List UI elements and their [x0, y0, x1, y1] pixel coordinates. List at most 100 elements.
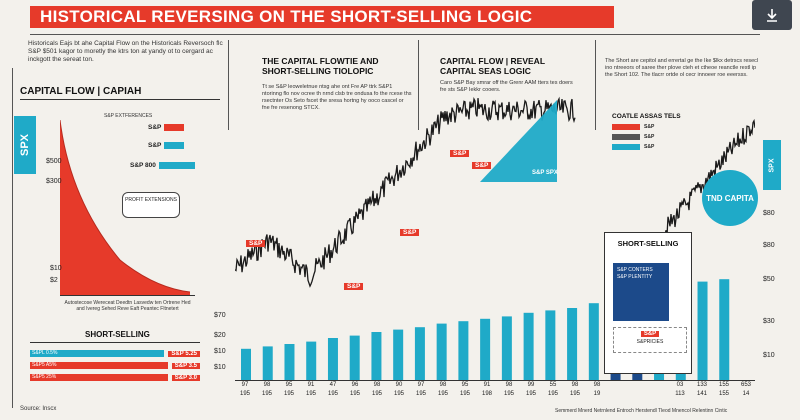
- x-tick-label: 195: [261, 391, 272, 397]
- center-title: CAPITAL FLOW | REVEAL CAPITAL SEAS LOGIC: [440, 56, 545, 76]
- volume-bar: [567, 308, 578, 380]
- x-tick-label: 98: [505, 382, 513, 388]
- short-bar-row: S&P5 A5% S&P 3.5: [30, 362, 200, 369]
- chart-y-label: $20: [214, 332, 226, 339]
- x-tick-label: 195: [371, 391, 382, 397]
- right-y-label: $80: [763, 210, 775, 217]
- spx-badge-right: SPX: [763, 140, 781, 190]
- volume-bar: [284, 344, 295, 380]
- chart-y-label: $10: [214, 364, 226, 371]
- legend-note: S&P EXTFERENCES: [104, 113, 153, 119]
- x-tick-label: 195: [459, 391, 470, 397]
- x-tick-label: 155: [718, 391, 729, 397]
- trend-badge: TND CAPITA: [702, 170, 758, 226]
- left-footnote: Autostecose Wereceat Deedtn Lasvedw ten …: [64, 300, 191, 312]
- legend-row-3: S&P 800: [130, 162, 195, 169]
- download-icon: [767, 9, 777, 22]
- volume-bar: [306, 341, 317, 380]
- short-selling-callout: SHORT-SELLING S&P CONTERS S&P PLENTITY S…: [604, 232, 692, 374]
- left-axis: [60, 295, 195, 296]
- callout-title: SHORT-SELLING: [617, 239, 679, 248]
- x-tick-label: 133: [696, 382, 707, 388]
- x-tick-label: 195: [327, 391, 338, 397]
- chart-y-label: $10: [214, 348, 226, 355]
- x-tick-label: 98: [593, 382, 601, 388]
- short-rule: [30, 342, 200, 343]
- x-tick-label: 141: [696, 391, 707, 397]
- intro-text: Historicals Eajs bt ahe Capital Flow on …: [28, 40, 223, 63]
- volume-bar: [480, 318, 491, 380]
- right-y-label: $10: [763, 352, 775, 359]
- short-bar-row: S&PL 0.5% S&P 5.25: [30, 350, 200, 357]
- spx-annotation: S&P SPX: [532, 170, 558, 176]
- short-selling-title: SHORT-SELLING: [85, 330, 150, 339]
- x-tick-label: 195: [437, 391, 448, 397]
- right-legend-title: COATLE ASSAS TELS: [612, 113, 681, 120]
- x-tick-label: 98: [263, 382, 271, 388]
- volume-bar: [458, 321, 469, 380]
- divider-3: [595, 40, 596, 130]
- right-legend: S&P S&P S&P: [612, 124, 702, 150]
- x-tick-label: 195: [415, 391, 426, 397]
- volume-bar: [241, 348, 251, 380]
- mid-body: Tt se S&P leoweletnue ntsg ahe ont Fre A…: [262, 84, 412, 111]
- x-tick-label: 653: [740, 382, 751, 388]
- left-y-label: $500: [46, 158, 62, 165]
- divider-1: [228, 40, 229, 130]
- x-tick-label: 97: [241, 382, 249, 388]
- x-tick-label: 14: [742, 391, 750, 397]
- volume-bar: [349, 335, 360, 380]
- x-tick-label: 95: [285, 382, 293, 388]
- x-tick-label: 96: [351, 382, 359, 388]
- x-tick-label: 97: [417, 382, 425, 388]
- legend-row-2: S&P: [148, 142, 185, 149]
- source-note: Source: Inscx: [20, 406, 57, 412]
- x-tick-label: 195: [283, 391, 294, 397]
- x-tick-label: 195: [525, 391, 536, 397]
- volume-bar: [523, 312, 534, 380]
- sp-annotation: S&P: [472, 162, 492, 169]
- x-tick-label: 195: [547, 391, 558, 397]
- right-y-label: $80: [763, 242, 775, 249]
- volume-bar: [719, 279, 730, 380]
- x-tick-label: 155: [718, 382, 729, 388]
- left-y-label: $300: [46, 178, 62, 185]
- spx-badge: SPX: [14, 116, 36, 174]
- sp-annotation: S&P: [344, 283, 364, 290]
- x-tick-label: 98: [373, 382, 381, 388]
- sp-annotation: S&P: [246, 240, 266, 247]
- x-tick-label: 195: [349, 391, 360, 397]
- page-title: HISTORICAL REVERSING ON THE SHORT-SELLIN…: [30, 6, 614, 28]
- volume-bar: [501, 316, 512, 380]
- x-tick-label: 195: [305, 391, 316, 397]
- x-axis: [235, 380, 755, 381]
- left-y-label: $2: [50, 277, 58, 284]
- x-tick-label: 91: [307, 382, 315, 388]
- x-tick-label: 198: [481, 391, 492, 397]
- x-tick-label: 195: [569, 391, 580, 397]
- x-tick-label: 47: [329, 382, 337, 388]
- x-tick-label: 113: [675, 391, 685, 397]
- volume-bar: [588, 303, 599, 380]
- volume-bar: [697, 281, 708, 380]
- volume-bar: [545, 310, 556, 380]
- volume-bar: [371, 332, 382, 380]
- download-button[interactable]: [752, 0, 792, 30]
- x-tick-label: 03: [676, 382, 684, 388]
- volume-bar: [393, 329, 404, 380]
- x-tick-label: 55: [549, 382, 557, 388]
- top-rule: [30, 34, 760, 35]
- x-tick-label: 99: [527, 382, 535, 388]
- x-tick-label: 195: [239, 391, 250, 397]
- short-bar-row: S&P5 25% S&P 3.0: [30, 374, 200, 381]
- x-tick-label: 90: [395, 382, 403, 388]
- center-body: Caro S&P Bay smrar off the Grenr AAM tte…: [440, 80, 573, 93]
- sp-annotation: S&P: [400, 229, 420, 236]
- legend-row-1: S&P: [148, 124, 185, 131]
- callout-panel: S&P CONTERS S&P PLENTITY: [613, 263, 669, 321]
- capital-flow-title: CAPITAL FLOW | CAPIAH: [20, 86, 220, 100]
- volume-bar: [414, 327, 425, 380]
- short-bars: S&PL 0.5% S&P 5.25 S&P5 A5% S&P 3.5 S&P5…: [30, 350, 200, 381]
- right-y-label: $50: [763, 276, 775, 283]
- volume-bar: [262, 346, 273, 380]
